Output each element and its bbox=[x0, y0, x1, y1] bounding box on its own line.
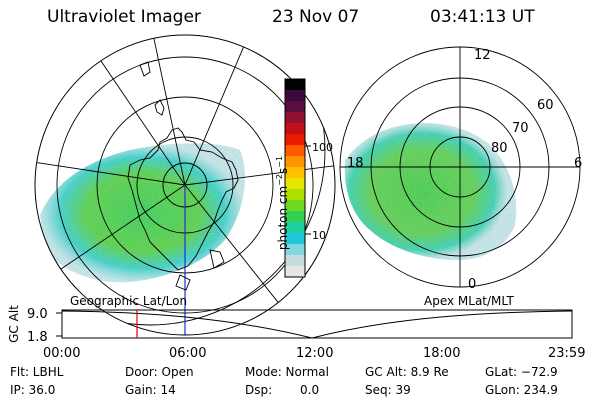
date-label: 23 Nov 07 bbox=[272, 7, 360, 27]
orbit-xtick-2: 12:00 bbox=[296, 346, 334, 361]
info-door: Door: Open bbox=[125, 365, 194, 379]
colorbar-band bbox=[285, 101, 305, 113]
mlt-label-0: 0 bbox=[468, 277, 477, 292]
colorbar-label-10: 10 bbox=[312, 229, 326, 242]
orbit-plot bbox=[56, 309, 573, 339]
info-seq: Seq: 39 bbox=[365, 383, 411, 397]
instrument-title: Ultraviolet Imager bbox=[47, 7, 201, 27]
info-gc-alt: GC Alt: 8.9 Re bbox=[365, 365, 449, 379]
colorbar-band bbox=[285, 90, 305, 102]
colorbar-band bbox=[285, 178, 305, 190]
info-mode: Mode: Normal bbox=[245, 365, 329, 379]
geographic-map bbox=[34, 34, 336, 336]
mlt-label-18: 18 bbox=[347, 156, 364, 171]
geographic-map-label: Geographic Lat/Lon bbox=[70, 294, 188, 308]
mlat-label-60: 60 bbox=[537, 98, 554, 113]
colorbar-band bbox=[285, 123, 305, 135]
colorbar-band bbox=[285, 244, 305, 256]
altitude-curve bbox=[61, 310, 573, 339]
orbit-ytick-min: 1.8 bbox=[27, 330, 48, 345]
magnetic-map bbox=[339, 46, 581, 288]
orbit-xtick-3: 18:00 bbox=[423, 346, 461, 361]
mlat-label-80: 80 bbox=[491, 141, 508, 156]
orbit-plot-frame bbox=[61, 309, 573, 339]
orbit-xtick-4: 23:59 bbox=[548, 346, 586, 361]
colorbar-band bbox=[285, 112, 305, 124]
orbit-xtick-0: 00:00 bbox=[43, 346, 81, 361]
colorbar-band bbox=[285, 200, 305, 212]
colorbar-band bbox=[285, 211, 305, 223]
colorbar-label-100: 100 bbox=[312, 141, 333, 154]
colorbar-unit-label: photon cm−2s−1 bbox=[275, 155, 290, 251]
mlt-label-6: 6 bbox=[574, 156, 583, 171]
info-glon: GLon: 234.9 bbox=[485, 383, 558, 397]
coastline bbox=[127, 61, 239, 291]
info-ip: IP: 36.0 bbox=[10, 383, 56, 397]
colorbar-band bbox=[285, 255, 305, 267]
info-dsp-value: 0.0 bbox=[300, 383, 320, 397]
orbit-xtick-1: 06:00 bbox=[169, 346, 207, 361]
colorbar-band bbox=[285, 134, 305, 146]
colorbar-band bbox=[285, 266, 305, 278]
info-glat: GLat: −72.9 bbox=[485, 365, 558, 379]
mlat-label-70: 70 bbox=[512, 121, 529, 136]
orbit-ytick-max: 9.0 bbox=[27, 307, 48, 322]
colorbar-band bbox=[285, 189, 305, 201]
colorbar-band bbox=[285, 222, 305, 234]
mlt-label-12: 12 bbox=[474, 48, 491, 63]
map-boundary bbox=[34, 34, 336, 336]
time-label: 03:41:13 UT bbox=[430, 7, 535, 27]
orbit-ylabel: GC Alt bbox=[7, 305, 21, 343]
magnetic-map-label: Apex MLat/MLT bbox=[424, 294, 514, 308]
info-filter: Flt: LBHL bbox=[10, 365, 64, 379]
colorbar-band bbox=[285, 167, 305, 179]
colorbar-band bbox=[285, 145, 305, 157]
colorbar-frame bbox=[284, 78, 306, 278]
colorbar-band bbox=[285, 156, 305, 168]
colorbar-band bbox=[285, 79, 305, 91]
colorbar bbox=[284, 78, 311, 278]
info-gain: Gain: 14 bbox=[125, 383, 176, 397]
colorbar-band bbox=[285, 233, 305, 245]
info-dsp-label: Dsp: bbox=[245, 383, 273, 397]
